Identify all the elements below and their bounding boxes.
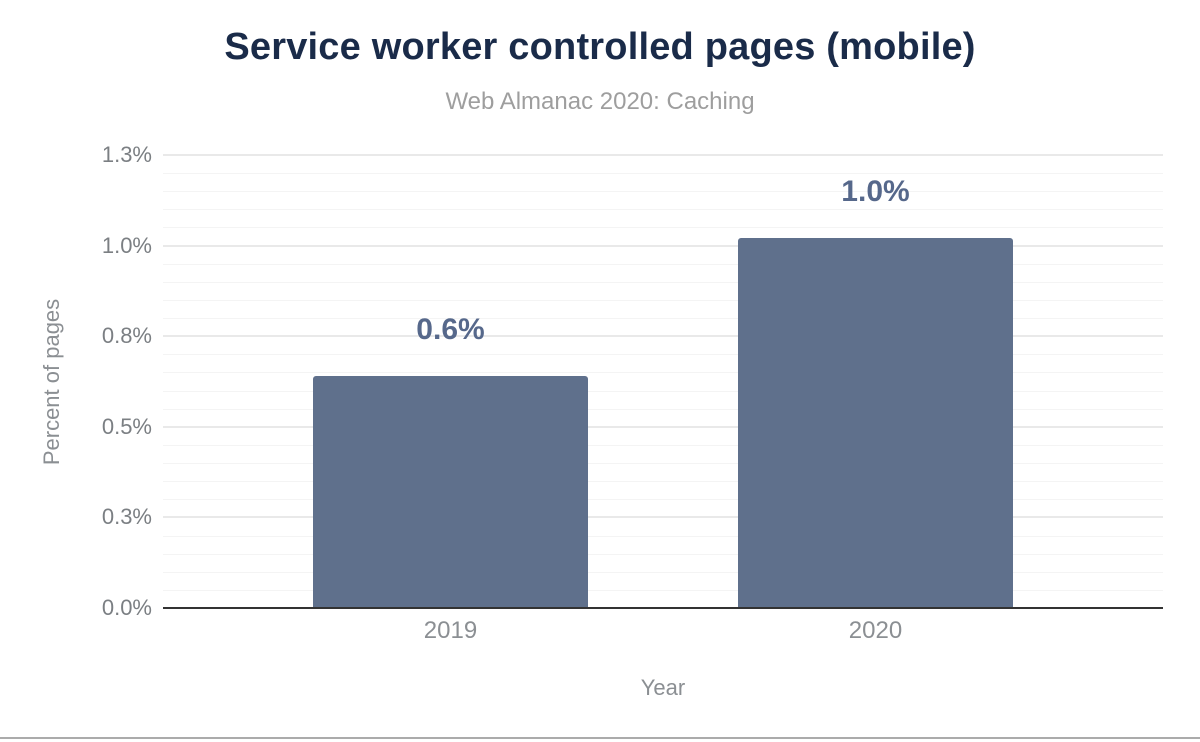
- bar-value-label: 0.6%: [416, 313, 485, 347]
- y-tick-label: 0.0%: [101, 595, 152, 620]
- x-tick-label: 2020: [848, 617, 903, 644]
- gridline-minor: [163, 372, 1163, 374]
- gridline-minor: [163, 318, 1163, 320]
- gridline-major: [163, 335, 1163, 338]
- bar-2020: [738, 238, 1013, 608]
- y-tick-label: 0.5%: [101, 413, 152, 439]
- plot-area: 0.6% 1.0%: [163, 154, 1163, 609]
- y-tick-label: 1.0%: [101, 232, 152, 258]
- x-axis-line: [163, 607, 1163, 609]
- gridline-major: [163, 244, 1163, 247]
- gridline-minor: [163, 571, 1163, 573]
- chart-title: Service worker controlled pages (mobile): [224, 26, 976, 68]
- gridline-minor: [163, 463, 1163, 465]
- gridline-minor: [163, 173, 1163, 175]
- gridline-major: [163, 425, 1163, 428]
- gridline-minor: [163, 191, 1163, 193]
- x-tick-label: 2019: [423, 617, 478, 644]
- gridline-minor: [163, 535, 1163, 537]
- y-tick-label: 0.8%: [101, 323, 152, 349]
- gridline-minor: [163, 390, 1163, 392]
- gridline-minor: [163, 263, 1163, 265]
- y-tick-label: 0.3%: [101, 504, 152, 530]
- chart-subtitle: Web Almanac 2020: Caching: [445, 88, 755, 115]
- gridline-minor: [163, 499, 1163, 501]
- gridline-minor: [163, 589, 1163, 591]
- bar-2019: [313, 376, 588, 608]
- gridline-minor: [163, 299, 1163, 301]
- gridline-minor: [163, 281, 1163, 283]
- bottom-divider-line: [0, 737, 1200, 739]
- gridline-minor: [163, 444, 1163, 446]
- gridline-major: [163, 516, 1163, 519]
- gridline-major: [163, 154, 1163, 156]
- gridline-minor: [163, 481, 1163, 483]
- x-axis-title: Year: [640, 675, 686, 700]
- gridline-minor: [163, 408, 1163, 410]
- gridline-minor: [163, 354, 1163, 356]
- bar-value-label: 1.0%: [841, 175, 910, 209]
- gridline-minor: [163, 209, 1163, 211]
- y-tick-label: 1.3%: [101, 142, 152, 167]
- gridline-minor: [163, 227, 1163, 229]
- gridline-minor: [163, 553, 1163, 555]
